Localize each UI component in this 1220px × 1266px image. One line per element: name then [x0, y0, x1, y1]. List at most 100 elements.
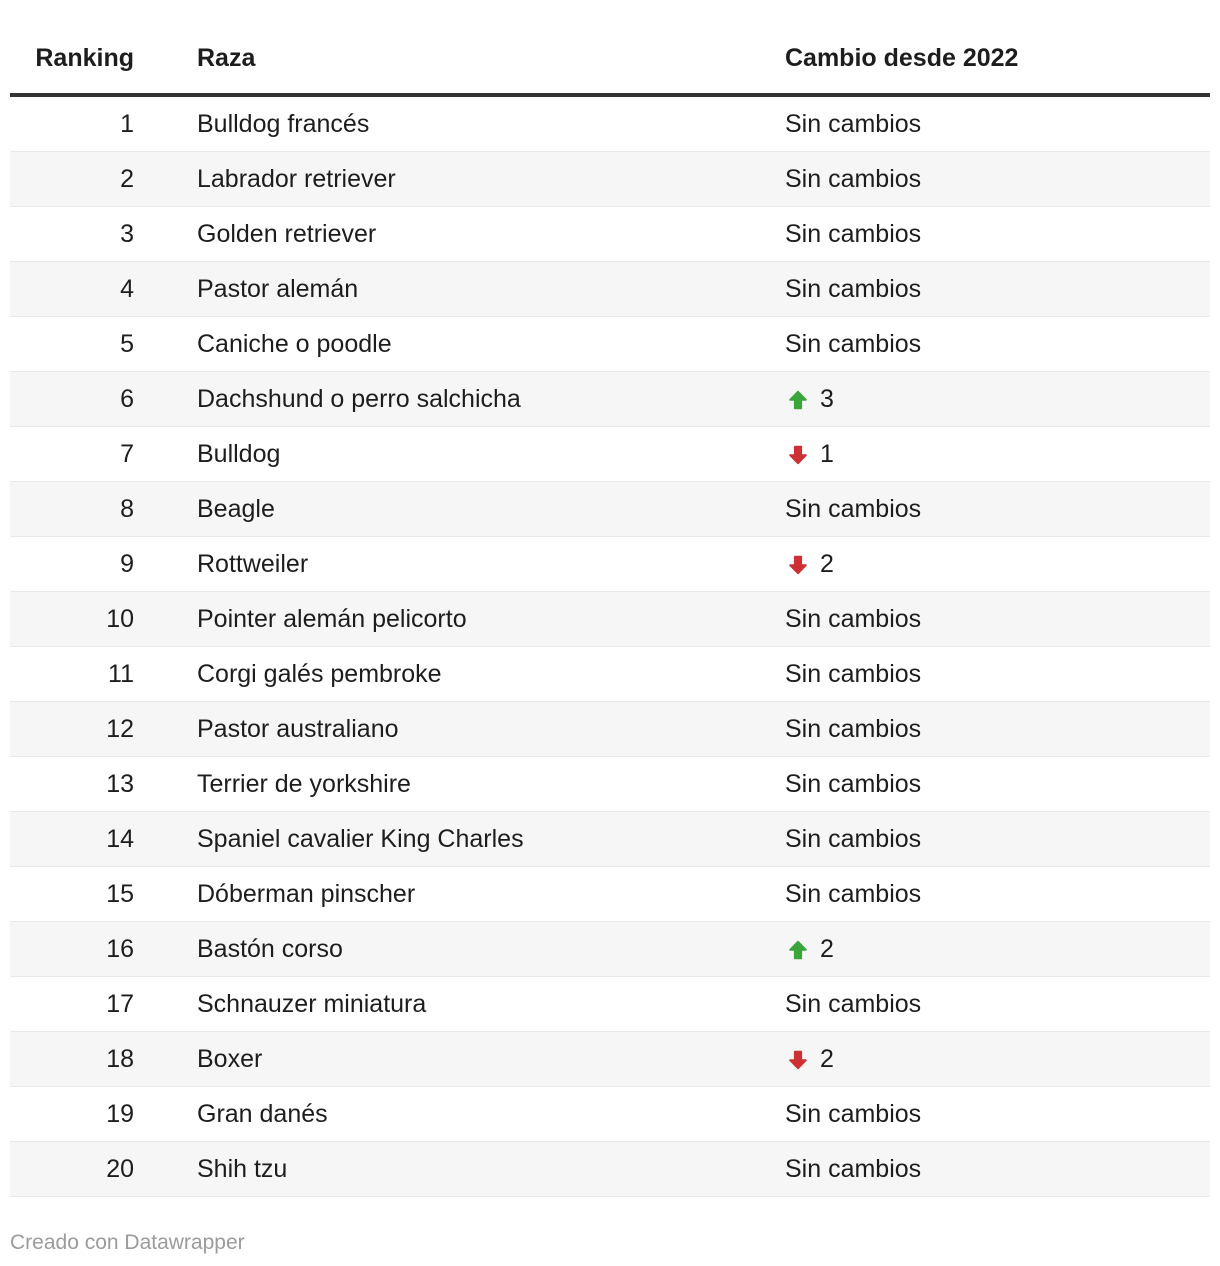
- change-label: Sin cambios: [785, 990, 922, 1018]
- breed-cell: Labrador retriever: [134, 151, 785, 207]
- breed-cell: Corgi galés pembroke: [134, 646, 785, 702]
- table-row: 20 Shih tzu Sin cambios: [10, 1141, 1210, 1197]
- table-row: 13 Terrier de yorkshire Sin cambios: [10, 756, 1210, 812]
- up-arrow-icon: [789, 390, 807, 410]
- change-value: 3: [820, 385, 834, 413]
- change-cell: 2: [785, 536, 1210, 592]
- rank-cell: 20: [10, 1141, 134, 1197]
- rank-cell: 5: [10, 316, 134, 372]
- change-label: Sin cambios: [785, 880, 922, 908]
- change-cell: Sin cambios: [785, 1141, 1210, 1197]
- table-row: 8 Beagle Sin cambios: [10, 481, 1210, 537]
- datawrapper-credit-link[interactable]: Creado con Datawrapper: [10, 1231, 245, 1254]
- change-cell: Sin cambios: [785, 591, 1210, 647]
- breed-cell: Caniche o poodle: [134, 316, 785, 372]
- table-row: 17 Schnauzer miniatura Sin cambios: [10, 976, 1210, 1032]
- change-value: 2: [820, 550, 834, 578]
- table-row: 1 Bulldog francés Sin cambios: [10, 95, 1210, 152]
- breed-cell: Rottweiler: [134, 536, 785, 592]
- change-label: Sin cambios: [785, 275, 922, 303]
- column-header-ranking: Ranking: [10, 26, 134, 97]
- table-row: 7 Bulldog 1: [10, 426, 1210, 482]
- change-label: Sin cambios: [785, 770, 922, 798]
- breed-cell: Terrier de yorkshire: [134, 756, 785, 812]
- change-cell: Sin cambios: [785, 261, 1210, 317]
- table-row: 19 Gran danés Sin cambios: [10, 1086, 1210, 1142]
- breed-cell: Pastor alemán: [134, 261, 785, 317]
- rank-cell: 4: [10, 261, 134, 317]
- attribution-footer: Creado con Datawrapper: [10, 1230, 1210, 1256]
- change-cell: 2: [785, 921, 1210, 977]
- down-arrow-icon: [789, 555, 807, 575]
- rank-cell: 13: [10, 756, 134, 812]
- up-arrow-icon: [789, 940, 807, 960]
- change-cell: 3: [785, 371, 1210, 427]
- breed-cell: Shih tzu: [134, 1141, 785, 1197]
- rank-cell: 10: [10, 591, 134, 647]
- rank-cell: 12: [10, 701, 134, 757]
- change-label: Sin cambios: [785, 1100, 922, 1128]
- rank-cell: 16: [10, 921, 134, 977]
- breed-cell: Pastor australiano: [134, 701, 785, 757]
- table-row: 2 Labrador retriever Sin cambios: [10, 151, 1210, 207]
- breed-cell: Schnauzer miniatura: [134, 976, 785, 1032]
- table-row: 6 Dachshund o perro salchicha 3: [10, 371, 1210, 427]
- rank-cell: 18: [10, 1031, 134, 1087]
- rank-cell: 3: [10, 206, 134, 262]
- change-value: 1: [820, 440, 834, 468]
- breed-cell: Bulldog: [134, 426, 785, 482]
- table-row: 16 Bastón corso 2: [10, 921, 1210, 977]
- rank-cell: 2: [10, 151, 134, 207]
- table-body: 1 Bulldog francés Sin cambios 2 Labrador ret…: [10, 95, 1210, 1197]
- table-row: 12 Pastor australiano Sin cambios: [10, 701, 1210, 757]
- down-arrow-icon: [789, 445, 807, 465]
- change-cell: Sin cambios: [785, 316, 1210, 372]
- change-cell: Sin cambios: [785, 701, 1210, 757]
- breed-cell: Bulldog francés: [134, 95, 785, 152]
- table-row: 5 Caniche o poodle Sin cambios: [10, 316, 1210, 372]
- column-header-cambio-desde-2022: Cambio desde 2022: [785, 26, 1210, 97]
- change-cell: Sin cambios: [785, 1086, 1210, 1142]
- header-row: Ranking Raza Cambio desde 2022: [10, 26, 1210, 97]
- breed-cell: Golden retriever: [134, 206, 785, 262]
- table-row: 10 Pointer alemán pelicorto Sin cambios: [10, 591, 1210, 647]
- change-value: 2: [820, 1045, 834, 1073]
- rank-cell: 6: [10, 371, 134, 427]
- change-cell: Sin cambios: [785, 646, 1210, 702]
- rank-cell: 14: [10, 811, 134, 867]
- breed-cell: Dóberman pinscher: [134, 866, 785, 922]
- rank-cell: 1: [10, 95, 134, 152]
- breed-cell: Pointer alemán pelicorto: [134, 591, 785, 647]
- change-cell: Sin cambios: [785, 756, 1210, 812]
- change-cell: 1: [785, 426, 1210, 482]
- change-label: Sin cambios: [785, 495, 922, 523]
- change-value: 2: [820, 935, 834, 963]
- change-cell: Sin cambios: [785, 976, 1210, 1032]
- rank-cell: 7: [10, 426, 134, 482]
- rank-cell: 11: [10, 646, 134, 702]
- dog-breed-ranking-table: Ranking Raza Cambio desde 2022 1 Bulldog …: [10, 26, 1210, 1197]
- change-label: Sin cambios: [785, 660, 922, 688]
- change-cell: Sin cambios: [785, 206, 1210, 262]
- change-cell: Sin cambios: [785, 811, 1210, 867]
- rank-cell: 8: [10, 481, 134, 537]
- down-arrow-icon: [789, 1050, 807, 1070]
- table-row: 4 Pastor alemán Sin cambios: [10, 261, 1210, 317]
- rank-cell: 19: [10, 1086, 134, 1142]
- table-row: 9 Rottweiler 2: [10, 536, 1210, 592]
- breed-cell: Spaniel cavalier King Charles: [134, 811, 785, 867]
- change-label: Sin cambios: [785, 220, 922, 248]
- breed-cell: Gran danés: [134, 1086, 785, 1142]
- breed-cell: Boxer: [134, 1031, 785, 1087]
- change-label: Sin cambios: [785, 165, 922, 193]
- column-header-raza: Raza: [134, 26, 785, 97]
- table-row: 14 Spaniel cavalier King Charles Sin cambi…: [10, 811, 1210, 867]
- table-row: 18 Boxer 2: [10, 1031, 1210, 1087]
- change-label: Sin cambios: [785, 715, 922, 743]
- breed-cell: Bastón corso: [134, 921, 785, 977]
- change-label: Sin cambios: [785, 330, 922, 358]
- breed-cell: Dachshund o perro salchicha: [134, 371, 785, 427]
- rank-cell: 15: [10, 866, 134, 922]
- change-cell: Sin cambios: [785, 481, 1210, 537]
